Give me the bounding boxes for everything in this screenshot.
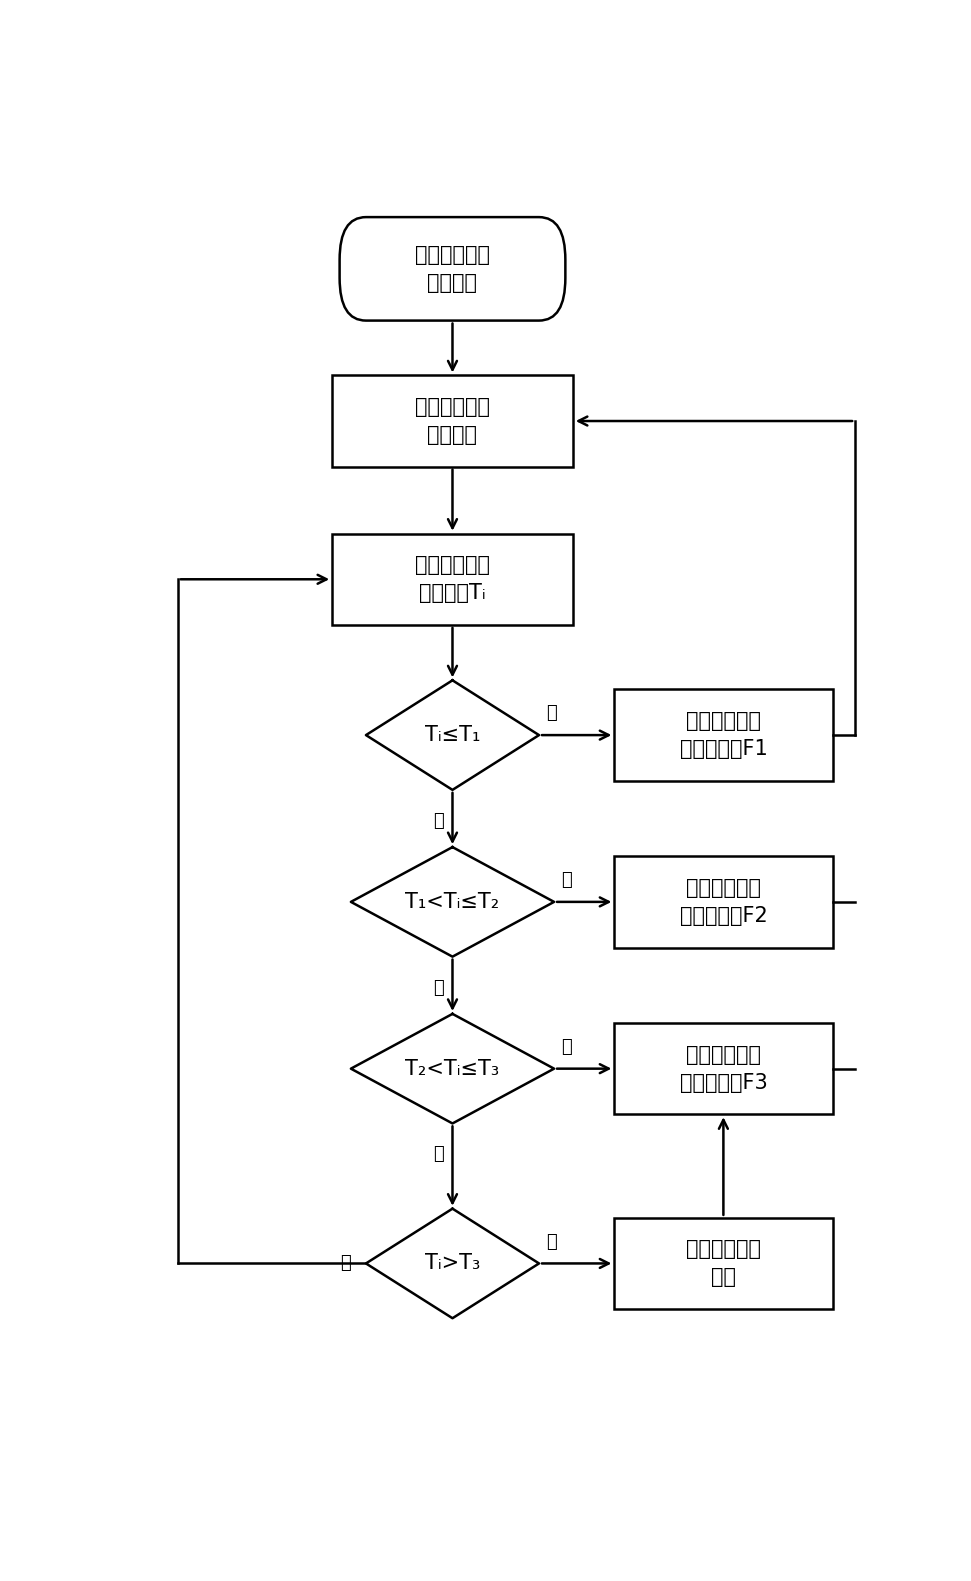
Text: 更改当前温度
采样频率为F3: 更改当前温度 采样频率为F3 <box>680 1045 767 1092</box>
Text: Tᵢ≤T₁: Tᵢ≤T₁ <box>424 726 481 745</box>
Text: T₁<Tᵢ≤T₂: T₁<Tᵢ≤T₂ <box>405 892 500 912</box>
Text: 是: 是 <box>561 871 572 889</box>
Text: 采集电缆接头
当前温度Tᵢ: 采集电缆接头 当前温度Tᵢ <box>415 555 490 604</box>
Text: 更改当前温度
采样频率为F1: 更改当前温度 采样频率为F1 <box>680 711 767 759</box>
Bar <box>332 534 573 624</box>
Text: 否: 否 <box>340 1254 351 1273</box>
Text: 温度数据采集
模块启动: 温度数据采集 模块启动 <box>415 245 490 292</box>
Bar <box>332 375 573 466</box>
Bar <box>615 689 832 781</box>
Text: 是: 是 <box>561 1037 572 1056</box>
Text: 否: 否 <box>434 979 445 996</box>
FancyBboxPatch shape <box>340 217 565 321</box>
Text: 否: 否 <box>434 1145 445 1164</box>
Text: 否: 否 <box>434 811 445 830</box>
Polygon shape <box>366 1208 539 1319</box>
Text: Tᵢ>T₃: Tᵢ>T₃ <box>425 1254 480 1273</box>
Polygon shape <box>351 1013 554 1124</box>
Polygon shape <box>366 680 539 790</box>
Bar <box>615 1023 832 1115</box>
Text: 获取当前温度
采样频率: 获取当前温度 采样频率 <box>415 397 490 444</box>
Text: 是: 是 <box>547 704 557 723</box>
Polygon shape <box>351 847 554 957</box>
Text: 更改当前温度
采样频率为F2: 更改当前温度 采样频率为F2 <box>680 877 767 926</box>
Text: T₂<Tᵢ≤T₃: T₂<Tᵢ≤T₃ <box>406 1059 499 1078</box>
Text: 温度监測装置
报警: 温度监測装置 报警 <box>686 1240 761 1287</box>
Bar <box>615 1217 832 1309</box>
Text: 是: 是 <box>547 1233 557 1251</box>
Bar <box>615 857 832 947</box>
